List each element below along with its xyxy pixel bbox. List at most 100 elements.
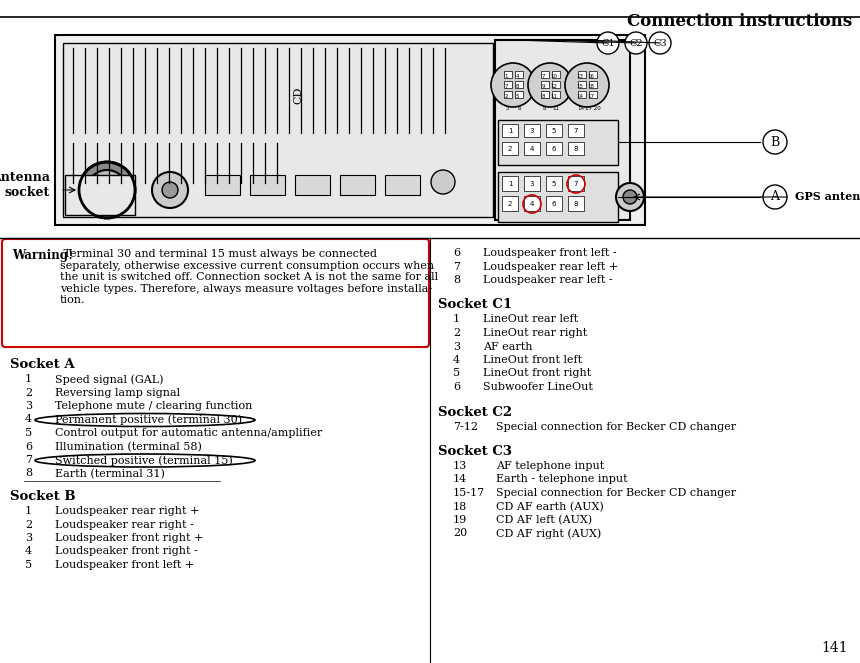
Text: Permanent positive (terminal 30): Permanent positive (terminal 30): [55, 414, 243, 425]
Text: 5: 5: [453, 369, 460, 379]
Bar: [578, 81, 586, 88]
Bar: [568, 196, 584, 211]
Text: 1: 1: [25, 374, 32, 384]
Bar: [524, 124, 540, 137]
Text: 4: 4: [25, 414, 32, 424]
Text: 3: 3: [25, 401, 32, 411]
Text: 17: 17: [587, 93, 594, 99]
Bar: [502, 196, 518, 211]
Text: 3: 3: [506, 107, 509, 111]
Text: B: B: [771, 135, 780, 149]
Text: 2: 2: [507, 201, 513, 207]
Circle shape: [152, 172, 188, 208]
Text: 1: 1: [25, 506, 32, 516]
Bar: [504, 91, 512, 98]
Bar: [498, 120, 618, 165]
Bar: [515, 71, 523, 78]
Text: 5: 5: [552, 128, 556, 134]
Bar: [568, 124, 584, 137]
Text: C3: C3: [654, 38, 666, 48]
Text: C2: C2: [630, 38, 642, 48]
Text: Socket C1: Socket C1: [438, 298, 512, 312]
Text: 5: 5: [552, 181, 556, 187]
Text: Loudspeaker front left +: Loudspeaker front left +: [55, 560, 194, 570]
Text: 1: 1: [453, 314, 460, 324]
Circle shape: [625, 32, 647, 54]
Text: 18: 18: [587, 84, 594, 88]
Text: AF telephone input: AF telephone input: [496, 461, 605, 471]
Text: 17 20: 17 20: [585, 107, 601, 111]
Bar: [385, 175, 420, 195]
Text: 13: 13: [453, 461, 467, 471]
Text: Connection instructions: Connection instructions: [627, 13, 852, 30]
Circle shape: [597, 32, 619, 54]
Text: 19: 19: [453, 515, 467, 525]
Bar: [541, 71, 549, 78]
Circle shape: [87, 170, 127, 210]
Bar: [546, 196, 562, 211]
Text: Switched positive (terminal 15): Switched positive (terminal 15): [55, 455, 233, 465]
Bar: [524, 176, 540, 191]
Circle shape: [565, 63, 609, 107]
Text: LineOut front left: LineOut front left: [483, 355, 582, 365]
Circle shape: [623, 190, 637, 204]
Text: CD AF earth (AUX): CD AF earth (AUX): [496, 501, 604, 512]
Text: 10: 10: [550, 74, 557, 78]
Text: Loudspeaker front right +: Loudspeaker front right +: [55, 533, 203, 543]
Text: 7: 7: [453, 261, 460, 272]
Bar: [63, 43, 493, 217]
Text: 12: 12: [550, 84, 557, 88]
Text: 1: 1: [504, 74, 507, 78]
Text: 14: 14: [578, 107, 585, 111]
Circle shape: [649, 32, 671, 54]
Bar: [552, 81, 560, 88]
Bar: [552, 71, 560, 78]
Bar: [589, 91, 597, 98]
Bar: [546, 124, 562, 137]
Circle shape: [491, 63, 535, 107]
Bar: [589, 81, 597, 88]
Text: 4: 4: [25, 546, 32, 556]
Text: 6: 6: [552, 146, 556, 152]
Text: 141: 141: [821, 641, 848, 655]
FancyBboxPatch shape: [2, 239, 429, 347]
Circle shape: [99, 182, 115, 198]
Text: Loudspeaker front right -: Loudspeaker front right -: [55, 546, 198, 556]
Text: 4: 4: [515, 74, 519, 78]
Text: 2: 2: [453, 328, 460, 338]
Text: 5: 5: [25, 560, 32, 570]
Bar: [578, 71, 586, 78]
Text: Loudspeaker rear right +: Loudspeaker rear right +: [55, 506, 200, 516]
Text: 6: 6: [25, 442, 32, 452]
Text: 1: 1: [507, 181, 513, 187]
Text: 2: 2: [504, 93, 507, 99]
Text: A: A: [771, 190, 779, 204]
Text: CD AF left (AUX): CD AF left (AUX): [496, 515, 593, 525]
Text: 2: 2: [507, 146, 513, 152]
Bar: [502, 142, 518, 155]
Text: Socket B: Socket B: [10, 490, 76, 503]
Text: 14: 14: [576, 93, 583, 99]
Bar: [295, 175, 330, 195]
Circle shape: [763, 130, 787, 154]
Bar: [552, 91, 560, 98]
Text: Control output for automatic antenna/amplifier: Control output for automatic antenna/amp…: [55, 428, 322, 438]
Text: C1: C1: [601, 38, 615, 48]
Text: 9: 9: [541, 84, 544, 88]
Bar: [504, 71, 512, 78]
Bar: [568, 142, 584, 155]
Bar: [546, 142, 562, 155]
Bar: [524, 142, 540, 155]
Text: Loudspeaker rear left -: Loudspeaker rear left -: [483, 275, 612, 285]
Text: GPS antenna: GPS antenna: [795, 192, 860, 202]
Text: Warning!: Warning!: [12, 249, 73, 262]
Text: Earth - telephone input: Earth - telephone input: [496, 475, 628, 485]
Text: CD AF right (AUX): CD AF right (AUX): [496, 528, 601, 539]
Text: LineOut rear left: LineOut rear left: [483, 314, 578, 324]
Text: Antenna
socket: Antenna socket: [0, 171, 50, 199]
Text: Socket C3: Socket C3: [438, 445, 512, 458]
Text: Terminal 30 and terminal 15 must always be connected
separately, otherwise exces: Terminal 30 and terminal 15 must always …: [60, 249, 438, 306]
Bar: [546, 176, 562, 191]
Bar: [515, 91, 523, 98]
Text: 4: 4: [530, 201, 534, 207]
